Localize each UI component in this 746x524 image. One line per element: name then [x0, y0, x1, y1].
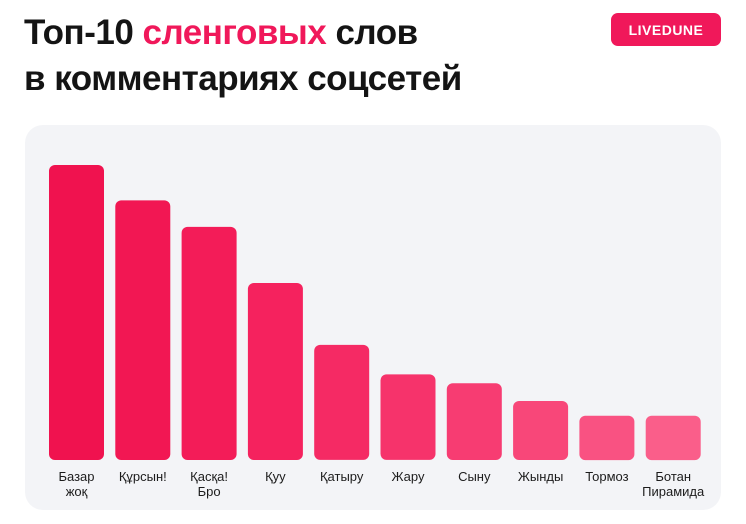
- bar-5: [314, 344, 370, 460]
- bar-3: [181, 226, 237, 460]
- x-tick-label-2: Құрсын!: [119, 469, 167, 484]
- x-tick-label-3: Қасқа! Бро: [190, 469, 228, 499]
- x-tick-label-7: Сыну: [458, 469, 491, 484]
- x-tick-label-1: Базар жоқ: [58, 469, 94, 499]
- x-tick-label-5: Қатыру: [320, 469, 364, 484]
- x-tick-label-8: Жынды: [518, 469, 563, 484]
- bar-7: [446, 383, 502, 460]
- bar-10: [645, 415, 701, 461]
- bar-1: [49, 165, 104, 460]
- title-part-1: Топ-10: [24, 13, 143, 52]
- bar-6: [380, 374, 436, 460]
- bar-8: [513, 401, 569, 460]
- x-tick-label-4: Қуу: [265, 469, 286, 484]
- title-line-2: в комментариях соцсетей: [24, 59, 462, 98]
- x-tick-label-9: Тормоз: [585, 469, 628, 484]
- bar-9: [579, 415, 635, 461]
- bar-4: [247, 283, 303, 460]
- x-labels-group: Базар жоқ Құрсын! Қасқа! Бро Қуу Қатыру Жару Сын…: [58, 469, 705, 499]
- bars-group: [49, 165, 701, 461]
- title-part-2: слов: [326, 13, 418, 52]
- x-tick-label-6: Жару: [392, 469, 425, 484]
- brand-logo: LIVEDUNE: [611, 13, 721, 46]
- title-accent: сленговых: [142, 13, 327, 52]
- page-title: Топ-10 сленговых слов в комментариях соц…: [24, 10, 462, 102]
- bar-2: [115, 200, 171, 460]
- x-tick-label-10: Ботан Пирамида: [642, 469, 705, 499]
- title-line-1: Топ-10 сленговых слов: [24, 10, 462, 56]
